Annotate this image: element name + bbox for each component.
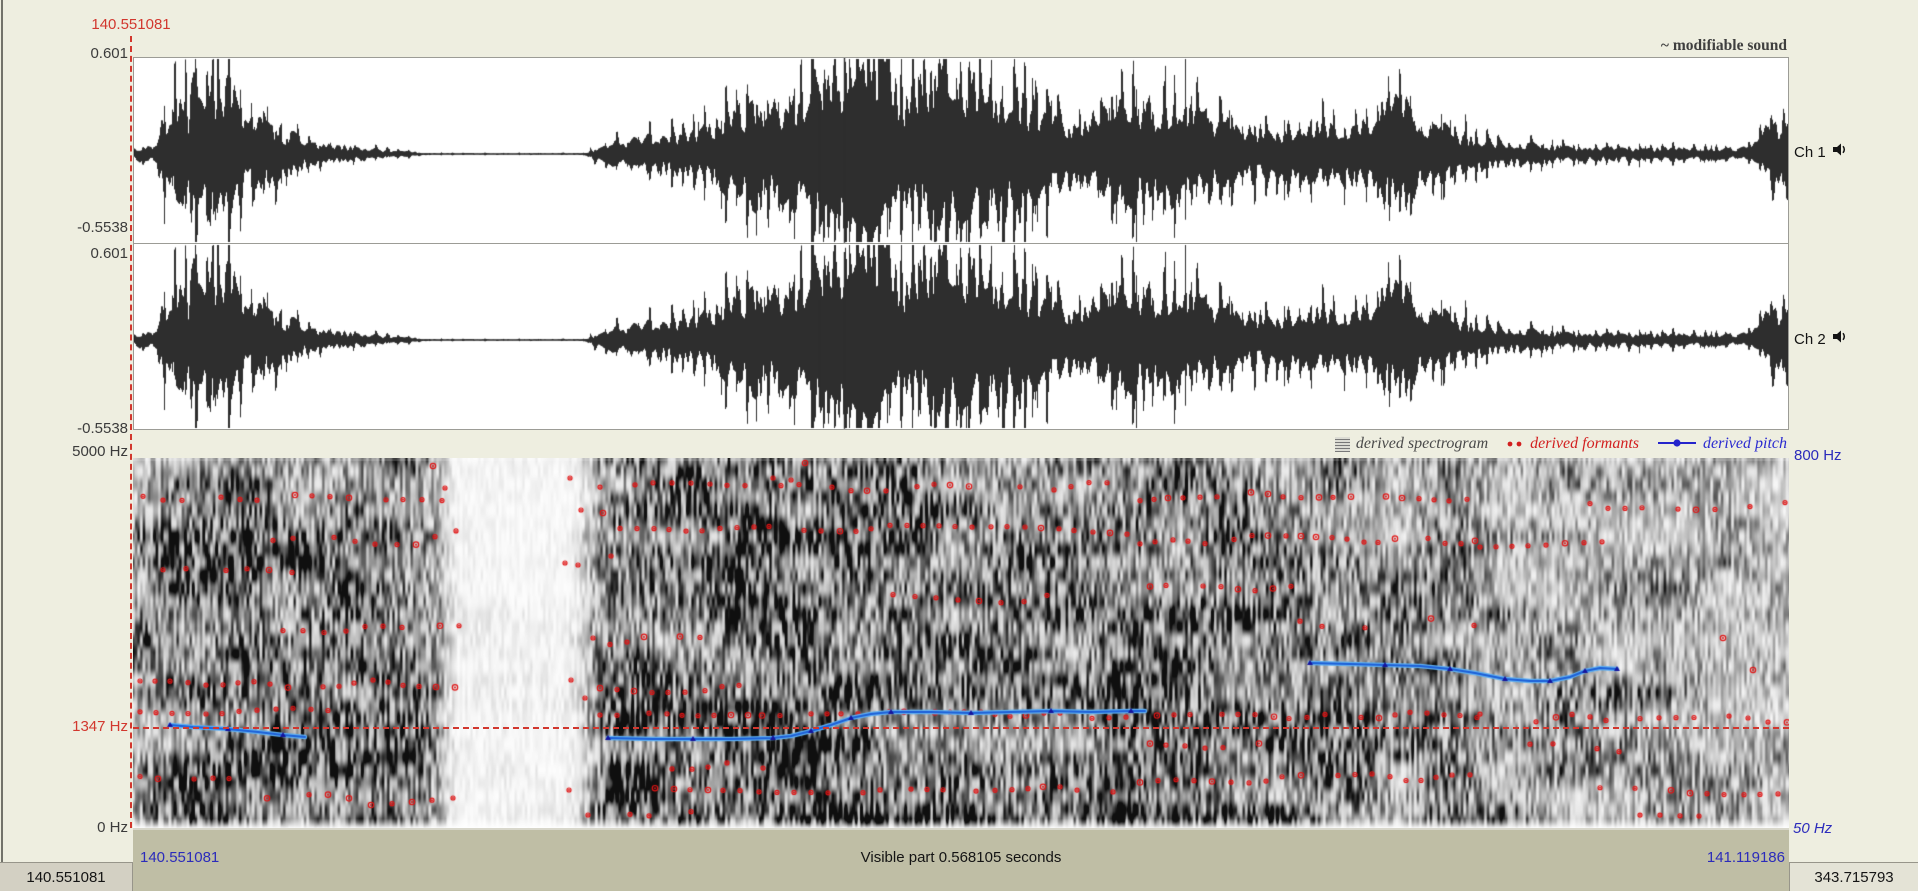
window-left-edge bbox=[1, 0, 3, 891]
total-duration-value: 343.715793 bbox=[1814, 868, 1894, 886]
ch2-label: Ch 2 bbox=[1794, 330, 1826, 348]
cursor-time-box[interactable]: 140.551081 bbox=[0, 862, 133, 891]
cursor-time-label: 140.551081 bbox=[91, 16, 171, 33]
formant-dots-icon bbox=[1506, 435, 1524, 453]
ch1-amp-min-label: -0.5538 bbox=[77, 219, 128, 236]
total-duration-box[interactable]: 343.715793 bbox=[1789, 862, 1918, 891]
waveform-canvas-ch1[interactable] bbox=[134, 58, 1788, 243]
ch1-label: Ch 1 bbox=[1794, 143, 1826, 161]
ch1-label-row: Ch 1 bbox=[1794, 143, 1847, 161]
ch1-speaker-icon[interactable] bbox=[1832, 143, 1847, 161]
spectrogram-canvas[interactable] bbox=[133, 458, 1789, 828]
time-cursor-dashed-line bbox=[130, 36, 132, 828]
ch2-label-row: Ch 2 bbox=[1794, 330, 1847, 348]
pitch-line-icon bbox=[1657, 435, 1697, 453]
ch2-amp-max-label: 0.601 bbox=[90, 245, 128, 262]
pitch-max-label: 800 Hz bbox=[1794, 447, 1842, 464]
legend-spectrogram-label: derived spectrogram bbox=[1355, 435, 1489, 452]
ch2-amp-min-label: -0.5538 bbox=[77, 420, 128, 437]
legend-pitch-item: derived pitch bbox=[1657, 435, 1787, 453]
spectrogram-panel[interactable] bbox=[133, 458, 1789, 828]
pitch-min-label: 50 Hz bbox=[1793, 820, 1833, 837]
ch2-speaker-icon[interactable] bbox=[1832, 330, 1847, 348]
sound-status-label: ~ modifiable sound bbox=[1660, 37, 1787, 54]
spectrogram-hatch-icon bbox=[1334, 436, 1350, 452]
legend-spectrogram-item: derived spectrogram bbox=[1334, 435, 1489, 453]
legend-formants-label: derived formants bbox=[1530, 435, 1640, 452]
visible-part-bar[interactable] bbox=[133, 828, 1789, 891]
cursor-time-box-value: 140.551081 bbox=[26, 868, 106, 886]
freq-cursor-label: 1347 Hz bbox=[72, 718, 128, 735]
ch1-amp-max-label: 0.601 bbox=[90, 45, 128, 62]
legend-pitch-label: derived pitch bbox=[1703, 435, 1787, 452]
derived-layers-legend: derived spectrogram derived formants der… bbox=[1334, 435, 1787, 453]
window-end-time: 141.119186 bbox=[1706, 849, 1785, 866]
freq-min-label: 0 Hz bbox=[97, 819, 128, 836]
legend-formants-item: derived formants bbox=[1506, 435, 1639, 453]
waveform-canvas-ch2[interactable] bbox=[134, 244, 1788, 429]
waveform-panel-ch1[interactable] bbox=[133, 57, 1789, 244]
window-start-time: 140.551081 bbox=[140, 849, 220, 866]
visible-part-label: Visible part 0.568105 seconds bbox=[860, 849, 1062, 866]
freq-max-label: 5000 Hz bbox=[72, 443, 128, 460]
waveform-panel-ch2[interactable] bbox=[133, 243, 1789, 430]
